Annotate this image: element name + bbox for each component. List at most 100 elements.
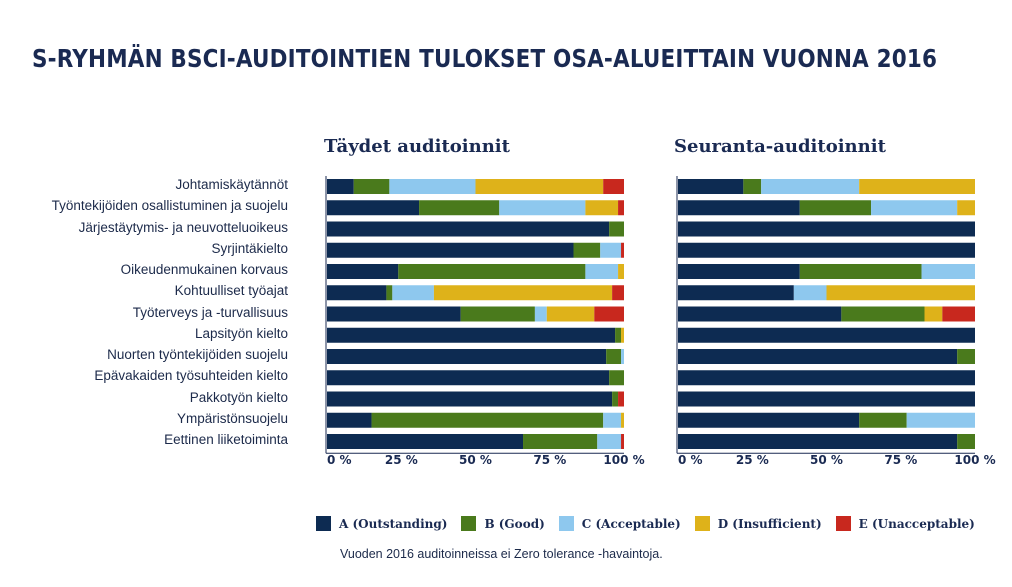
- x-tick-label: 25 %: [736, 453, 769, 467]
- category-label: Lapsityön kielto: [194, 325, 288, 341]
- bar-segment-b: [957, 349, 975, 364]
- bar-segment-c: [871, 200, 958, 216]
- bar-segment-c: [499, 200, 586, 216]
- legend-item-c: C (Acceptable): [558, 516, 681, 531]
- legend-label-e: E (Unacceptable): [858, 516, 975, 531]
- bar-segment-b: [386, 285, 393, 301]
- bar-segment-d: [924, 306, 943, 322]
- category-label: Oikeudenmukainen korvaus: [120, 262, 288, 277]
- bar-segment-b: [957, 434, 975, 449]
- x-tick-label: 100 %: [954, 453, 995, 467]
- bar-segment-a: [678, 221, 975, 237]
- panel-title-followup-audits: Seuranta-auditoinnit: [674, 136, 886, 157]
- bar-segment-e: [621, 242, 624, 258]
- bar-segment-c: [761, 179, 860, 194]
- bar-segment-c: [585, 264, 619, 279]
- bar-segment-a: [327, 200, 420, 216]
- bar-segment-d: [475, 179, 604, 194]
- legend-swatch-b: [461, 516, 477, 531]
- bar-segment-c: [921, 264, 975, 279]
- legend-label-c: C (Acceptable): [581, 516, 681, 531]
- bar-segment-a: [678, 264, 800, 279]
- bar-segment-d: [585, 200, 619, 216]
- bar-segment-a: [678, 349, 958, 364]
- bar-segment-e: [618, 391, 624, 407]
- category-label: Ympäristönsuojelu: [176, 410, 288, 426]
- legend-item-e: E (Unacceptable): [835, 516, 975, 531]
- bar-segment-a: [678, 306, 842, 322]
- category-label: Järjestäytymis- ja neuvotteluoikeus: [78, 219, 288, 235]
- legend-swatch-a: [316, 516, 331, 531]
- x-tick-label: 50 %: [810, 453, 843, 467]
- bar-segment-c: [600, 242, 622, 258]
- bar-segment-b: [398, 264, 586, 279]
- legend-label-b: B (Good): [484, 516, 545, 531]
- category-label: Eettinen liiketoiminta: [164, 432, 288, 447]
- bar-segment-a: [327, 434, 524, 449]
- bar-segment-a: [327, 242, 574, 258]
- category-label: Nuorten työntekijöiden suojelu: [107, 347, 288, 362]
- legend-item-b: B (Good): [461, 516, 545, 531]
- bar-segment-b: [419, 200, 500, 216]
- x-tick-label: 100 %: [603, 453, 644, 467]
- bar-segment-b: [609, 221, 624, 237]
- bar-segment-e: [621, 434, 624, 449]
- bar-segment-a: [678, 200, 800, 216]
- bar-segment-d: [859, 179, 975, 194]
- bar-segment-d: [621, 327, 624, 343]
- category-label: Kohtuulliset työajat: [174, 283, 288, 299]
- category-label: Työntekijöiden osallistuminen ja suojelu: [51, 198, 288, 214]
- x-tick-label: 0 %: [327, 453, 352, 467]
- bar-segment-c: [603, 412, 622, 428]
- bar-segment-c: [534, 306, 547, 322]
- category-label: Pakkotyön kielto: [189, 389, 288, 405]
- x-tick-label: 75 %: [884, 453, 917, 467]
- footnote: Vuoden 2016 auditoinneissa ei Zero toler…: [340, 547, 663, 561]
- x-tick-label: 75 %: [533, 453, 566, 467]
- category-label: Työterveys ja -turvallisuus: [132, 304, 288, 320]
- bar-segment-d: [546, 306, 595, 322]
- bar-segment-d: [826, 285, 975, 301]
- bar-segment-a: [678, 434, 958, 449]
- bar-segment-a: [678, 179, 744, 194]
- legend-swatch-e: [835, 516, 851, 531]
- bar-segment-b: [615, 327, 622, 343]
- bar-segment-a: [678, 242, 975, 258]
- bar-segment-b: [523, 434, 598, 449]
- x-tick-label: 25 %: [385, 453, 418, 467]
- bar-segment-d: [957, 200, 975, 216]
- bar-segment-a: [327, 370, 610, 386]
- legend-swatch-c: [558, 516, 574, 531]
- bar-segment-e: [603, 179, 624, 194]
- bar-segment-c: [597, 434, 622, 449]
- legend: A (Outstanding) B (Good) C (Acceptable) …: [316, 516, 989, 531]
- bar-segment-a: [327, 285, 387, 301]
- bar-segment-b: [799, 264, 922, 279]
- category-label: Epävakaiden työsuhteiden kielto: [94, 368, 288, 384]
- legend-item-a: A (Outstanding): [316, 516, 447, 531]
- bar-segment-b: [573, 242, 601, 258]
- bar-segment-e: [612, 285, 624, 301]
- page-title: S-RYHMÄN BSCI-AUDITOINTIEN TULOKSET OSA-…: [32, 44, 938, 73]
- bar-segment-a: [678, 412, 860, 428]
- bar-segment-e: [594, 306, 624, 322]
- bar-segment-a: [327, 221, 610, 237]
- bar-segment-b: [609, 370, 624, 386]
- category-label: Syrjintäkielto: [211, 240, 288, 256]
- bar-segment-a: [327, 391, 613, 407]
- bar-segment-b: [606, 349, 622, 364]
- bar-segment-a: [327, 179, 354, 194]
- bar-segment-b: [799, 200, 872, 216]
- bar-segment-a: [327, 306, 461, 322]
- legend-swatch-d: [694, 516, 710, 531]
- bar-segment-a: [327, 327, 616, 343]
- bar-segment-d: [618, 264, 624, 279]
- bar-segment-a: [678, 391, 975, 407]
- bar-segment-e: [942, 306, 975, 322]
- x-tick-label: 50 %: [459, 453, 492, 467]
- bar-segment-b: [743, 179, 762, 194]
- x-tick-label: 0 %: [678, 453, 703, 467]
- bar-segment-c: [793, 285, 827, 301]
- bar-segment-b: [859, 412, 907, 428]
